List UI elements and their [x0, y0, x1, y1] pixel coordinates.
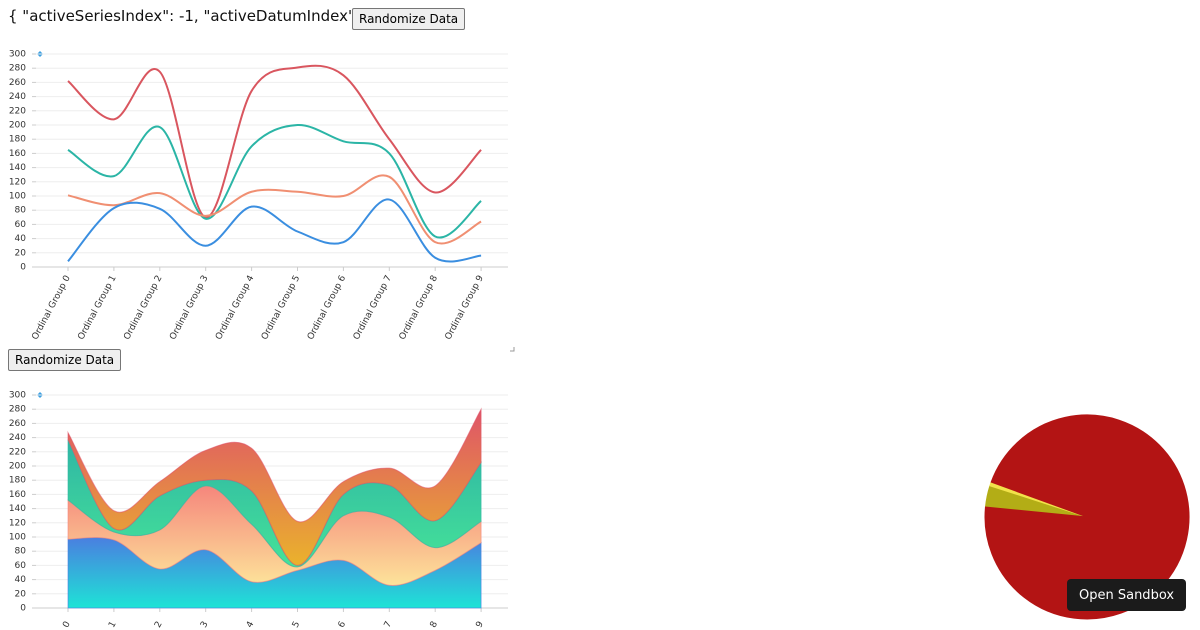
x-tick-label: Ordinal Group 4: [214, 274, 256, 342]
open-sandbox-button[interactable]: Open Sandbox: [1067, 579, 1187, 611]
x-tick-label: Ordinal Group 0: [30, 274, 72, 342]
y-tick-label: 80: [15, 206, 27, 216]
y-tick-label: 140: [9, 163, 26, 173]
pie-slice: [984, 414, 1190, 620]
y-tick-label: 100: [9, 192, 26, 202]
y-tick-label: 100: [9, 533, 26, 543]
resize-handle: [510, 347, 515, 352]
line: [67, 64, 482, 219]
x-tick-label: 7: [383, 620, 395, 630]
line: [67, 174, 482, 245]
x-tick-label: Ordinal Group 1: [76, 274, 118, 342]
y-tick-label: 40: [15, 575, 27, 585]
x-tick-label: Ordinal Group 6: [306, 274, 348, 342]
y-tick-label: 120: [9, 518, 26, 528]
randomize-button[interactable]: Randomize Data: [8, 349, 122, 371]
y-tick-label: 0: [20, 604, 26, 614]
y-tick-label: 180: [9, 476, 26, 486]
x-tick-label: 6: [337, 620, 349, 630]
x-tick-label: 1: [107, 620, 119, 630]
x-tick-label: 2: [153, 620, 165, 630]
y-tick-label: 260: [9, 78, 26, 88]
y-tick-label: 240: [9, 92, 26, 102]
y-tick-label: 180: [9, 135, 26, 145]
y-tick-label: 220: [9, 106, 26, 116]
y-tick-label: 160: [9, 149, 26, 159]
state-text: { "activeSeriesIndex": -1, "activeDatumI…: [8, 7, 394, 25]
randomize-button[interactable]: Randomize Data: [352, 8, 466, 30]
x-tick-label: 0: [61, 620, 73, 630]
y-tick-label: 0: [20, 263, 26, 273]
y-tick-label: 240: [9, 433, 26, 443]
y-tick-label: 60: [15, 561, 27, 571]
x-tick-label: Ordinal Group 5: [260, 274, 302, 342]
y-tick-label: 280: [9, 405, 26, 415]
y-tick-label: 60: [15, 220, 27, 230]
y-tick-label: 280: [9, 64, 26, 74]
x-tick-label: Ordinal Group 3: [168, 274, 210, 342]
y-tick-label: 300: [9, 391, 26, 401]
x-tick-label: Ordinal Group 2: [122, 274, 164, 342]
x-tick-label: 8: [429, 620, 441, 630]
line: [67, 198, 482, 263]
area: [67, 407, 482, 566]
y-tick-label: 160: [9, 490, 26, 500]
y-tick-label: 200: [9, 121, 26, 131]
y-tick-label: 40: [15, 234, 27, 244]
x-tick-label: 5: [291, 620, 303, 630]
x-tick-label: Ordinal Group 8: [398, 274, 440, 342]
y-tick-label: 20: [15, 248, 27, 258]
x-tick-label: Ordinal Group 9: [444, 274, 486, 342]
y-tick-label: 80: [15, 547, 27, 557]
y-tick-label: 300: [9, 50, 26, 60]
x-tick-label: 4: [245, 620, 257, 630]
line: [67, 123, 482, 239]
y-tick-label: 220: [9, 447, 26, 457]
y-tick-label: 120: [9, 177, 26, 187]
x-tick-label: Ordinal Group 7: [352, 274, 394, 342]
y-tick-label: 140: [9, 504, 26, 514]
y-tick-label: 20: [15, 589, 27, 599]
x-tick-label: 9: [474, 620, 486, 630]
y-tick-label: 200: [9, 462, 26, 472]
x-tick-label: 3: [199, 620, 211, 630]
y-tick-label: 260: [9, 419, 26, 429]
